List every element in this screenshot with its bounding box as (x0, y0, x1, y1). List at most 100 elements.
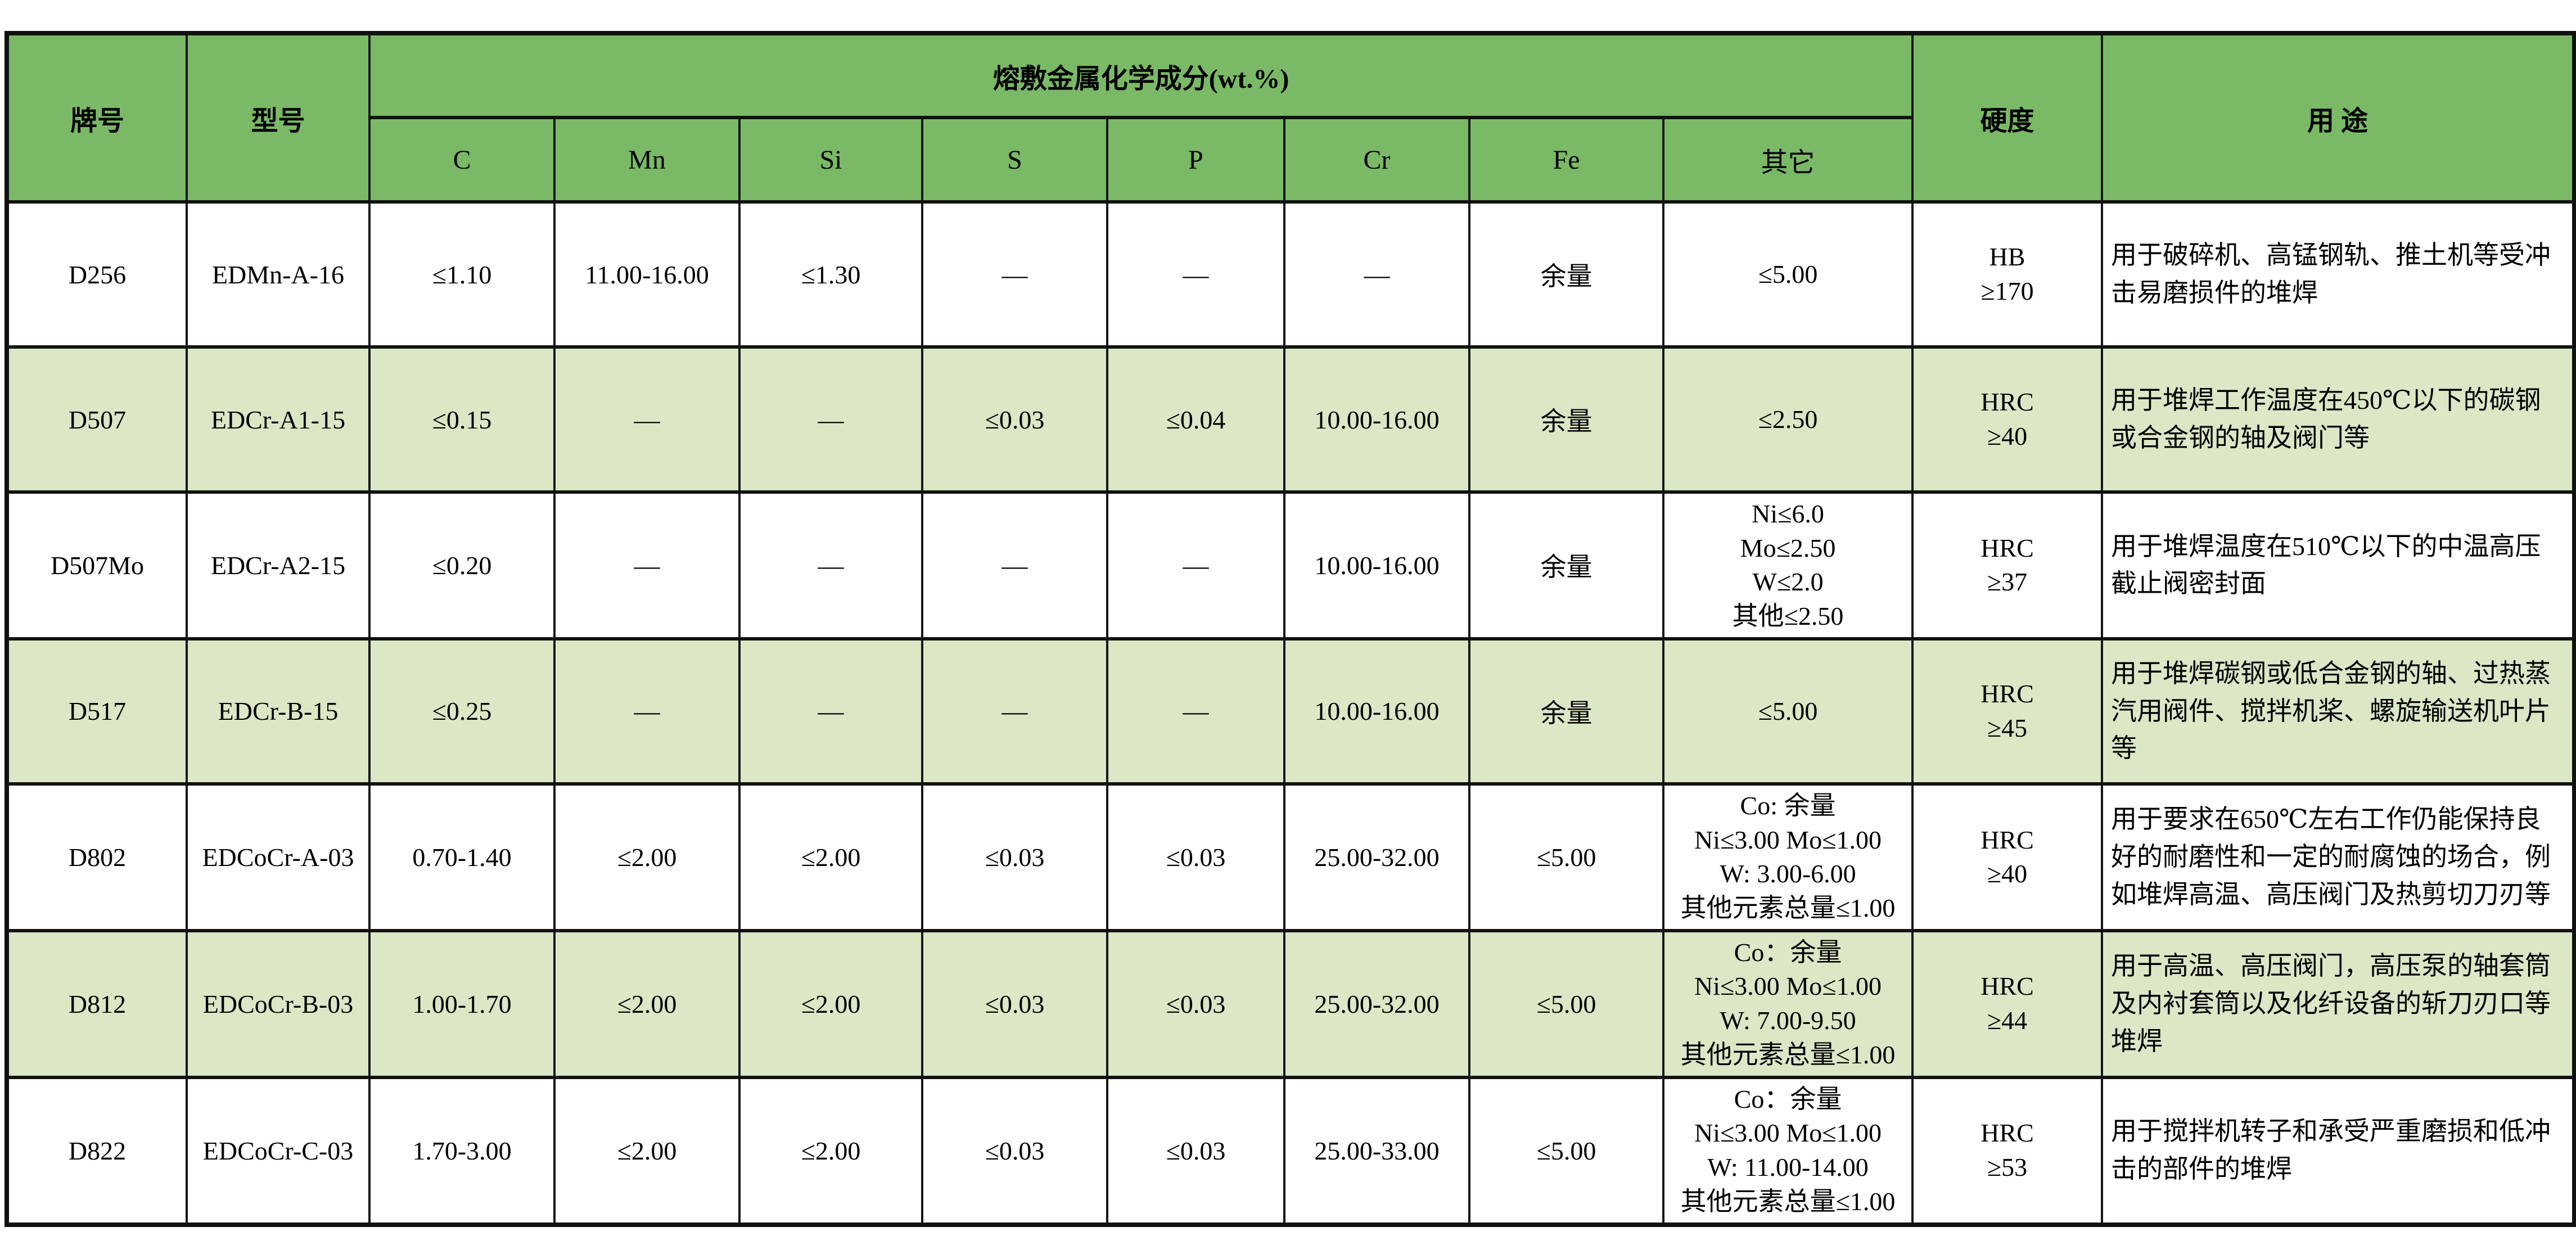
cell-c: ≤0.25 (368, 637, 556, 786)
cell-hardness: HRC ≥53 (1911, 1075, 2103, 1226)
cell-model: EDMn-A-16 (186, 200, 371, 349)
cell-si: ≤1.30 (738, 200, 923, 349)
cell-model: EDCoCr-C-03 (186, 1075, 371, 1226)
cell-model: EDCoCr-A-03 (186, 782, 371, 932)
cell-mn: — (553, 637, 741, 786)
header-row-top: 牌号 型号 熔敷金属化学成分(wt.%) 硬度 用 途 (6, 31, 2575, 204)
cell-mn: 11.00-16.00 (553, 200, 741, 349)
cell-brand: D517 (6, 637, 188, 786)
col-header-cr: Cr (1283, 116, 1470, 204)
cell-other: Ni≤6.0 Mo≤2.50 W≤2.0 其他≤2.50 (1662, 490, 1914, 640)
cell-model: EDCr-B-15 (186, 637, 371, 786)
cell-p: — (1106, 490, 1285, 640)
cell-brand: D256 (6, 200, 188, 349)
cell-s: ≤0.03 (921, 1075, 1108, 1226)
cell-mn: ≤2.00 (553, 782, 741, 932)
cell-c: ≤0.20 (368, 490, 556, 640)
cell-mn: ≤2.00 (553, 1075, 741, 1226)
cell-other: Co: 余量 Ni≤3.00 Mo≤1.00 W: 3.00-6.00 其他元素… (1662, 782, 1914, 932)
cell-fe: 余量 (1468, 637, 1664, 786)
cell-s: ≤0.03 (921, 782, 1108, 932)
cell-other: ≤2.50 (1662, 345, 1914, 494)
cell-fe: ≤5.00 (1468, 928, 1664, 1079)
col-header-composition-group: 熔敷金属化学成分(wt.%) (368, 31, 1914, 119)
col-header-fe: Fe (1468, 116, 1664, 204)
cell-c: ≤1.10 (368, 200, 556, 349)
cell-hardness: HRC ≥45 (1911, 637, 2103, 786)
cell-other: ≤5.00 (1662, 200, 1914, 349)
cell-usage: 用于堆焊温度在510℃以下的中温高压截止阀密封面 (2101, 490, 2575, 640)
cell-s: ≤0.03 (921, 928, 1108, 1079)
cell-model: EDCoCr-B-03 (186, 928, 371, 1079)
table-row-d256: D256 EDMn-A-16 ≤1.10 11.00-16.00 ≤1.30 —… (6, 200, 2575, 349)
cell-s: — (921, 637, 1108, 786)
col-header-model: 型号 (186, 31, 371, 204)
cell-usage: 用于搅拌机转子和承受严重磨损和低冲击的部件的堆焊 (2101, 1075, 2575, 1226)
cell-c: ≤0.15 (368, 345, 556, 494)
col-header-usage: 用 途 (2101, 31, 2575, 204)
cell-cr: — (1283, 200, 1470, 349)
table-header: 牌号 型号 熔敷金属化学成分(wt.%) 硬度 用 途 C Mn Si S P … (6, 31, 2575, 204)
cell-p: ≤0.03 (1106, 782, 1285, 932)
cell-fe: ≤5.00 (1468, 1075, 1664, 1226)
table-row-d507mo: D507Mo EDCr-A2-15 ≤0.20 — — — — 10.00-16… (6, 490, 2575, 640)
header-row-elements: C Mn Si S P Cr Fe 其它 (7, 116, 2574, 204)
cell-s: — (921, 200, 1108, 349)
cell-p: ≤0.04 (1106, 345, 1285, 494)
cell-si: ≤2.00 (738, 1075, 923, 1226)
electrode-spec-table: 牌号 型号 熔敷金属化学成分(wt.%) 硬度 用 途 C Mn Si S P … (4, 31, 2576, 1227)
cell-si: ≤2.00 (738, 928, 923, 1079)
col-header-other: 其它 (1662, 116, 1914, 204)
cell-usage: 用于破碎机、高锰钢轨、推土机等受冲击易磨损件的堆焊 (2101, 200, 2575, 349)
cell-fe: 余量 (1468, 200, 1664, 349)
table-row-d822: D822 EDCoCr-C-03 1.70-3.00 ≤2.00 ≤2.00 ≤… (6, 1075, 2575, 1226)
cell-fe: 余量 (1468, 345, 1664, 494)
cell-cr: 25.00-33.00 (1283, 1075, 1470, 1226)
cell-si: — (738, 637, 923, 786)
col-header-brand: 牌号 (6, 31, 188, 204)
cell-hardness: HRC ≥37 (1911, 490, 2103, 640)
cell-usage: 用于高温、高压阀门，高压泵的轴套筒及内衬套筒以及化纤设备的斩刀刃口等堆焊 (2101, 928, 2575, 1079)
cell-other: Co：余量 Ni≤3.00 Mo≤1.00 W: 11.00-14.00 其他元… (1662, 1075, 1914, 1226)
cell-fe: ≤5.00 (1468, 782, 1664, 932)
cell-cr: 10.00-16.00 (1283, 490, 1470, 640)
cell-p: — (1106, 637, 1285, 786)
cell-c: 1.00-1.70 (368, 928, 556, 1079)
cell-usage: 用于堆焊碳钢或低合金钢的轴、过热蒸汽用阀件、搅拌机桨、螺旋输送机叶片等 (2101, 637, 2575, 786)
cell-si: — (738, 490, 923, 640)
cell-brand: D507 (6, 345, 188, 494)
table-body: D256 EDMn-A-16 ≤1.10 11.00-16.00 ≤1.30 —… (6, 200, 2575, 1226)
cell-model: EDCr-A2-15 (186, 490, 371, 640)
cell-other: ≤5.00 (1662, 637, 1914, 786)
col-header-mn: Mn (553, 116, 741, 204)
col-header-si: Si (738, 116, 923, 204)
col-header-s: S (921, 116, 1108, 204)
cell-p: — (1106, 200, 1285, 349)
cell-mn: — (553, 345, 741, 494)
cell-hardness: HRC ≥44 (1911, 928, 2103, 1079)
cell-hardness: HB ≥170 (1911, 200, 2103, 349)
cell-c: 1.70-3.00 (368, 1075, 556, 1226)
cell-si: — (738, 345, 923, 494)
table-row-d802: D802 EDCoCr-A-03 0.70-1.40 ≤2.00 ≤2.00 ≤… (6, 782, 2575, 932)
cell-cr: 25.00-32.00 (1283, 782, 1470, 932)
cell-cr: 10.00-16.00 (1283, 637, 1470, 786)
cell-model: EDCr-A1-15 (186, 345, 371, 494)
cell-brand: D822 (6, 1075, 188, 1226)
cell-cr: 25.00-32.00 (1283, 928, 1470, 1079)
col-header-hardness: 硬度 (1911, 31, 2103, 204)
cell-si: ≤2.00 (738, 782, 923, 932)
cell-hardness: HRC ≥40 (1911, 782, 2103, 932)
cell-p: ≤0.03 (1106, 928, 1285, 1079)
cell-usage: 用于堆焊工作温度在450℃以下的碳钢或合金钢的轴及阀门等 (2101, 345, 2575, 494)
table-row-d507: D507 EDCr-A1-15 ≤0.15 — — ≤0.03 ≤0.04 10… (6, 345, 2575, 494)
cell-p: ≤0.03 (1106, 1075, 1285, 1226)
cell-hardness: HRC ≥40 (1911, 345, 2103, 494)
col-header-c: C (368, 116, 556, 204)
cell-other: Co：余量 Ni≤3.00 Mo≤1.00 W: 7.00-9.50 其他元素总… (1662, 928, 1914, 1079)
cell-brand: D802 (6, 782, 188, 932)
cell-brand: D812 (6, 928, 188, 1079)
cell-s: — (921, 490, 1108, 640)
cell-cr: 10.00-16.00 (1283, 345, 1470, 494)
cell-brand: D507Mo (6, 490, 188, 640)
